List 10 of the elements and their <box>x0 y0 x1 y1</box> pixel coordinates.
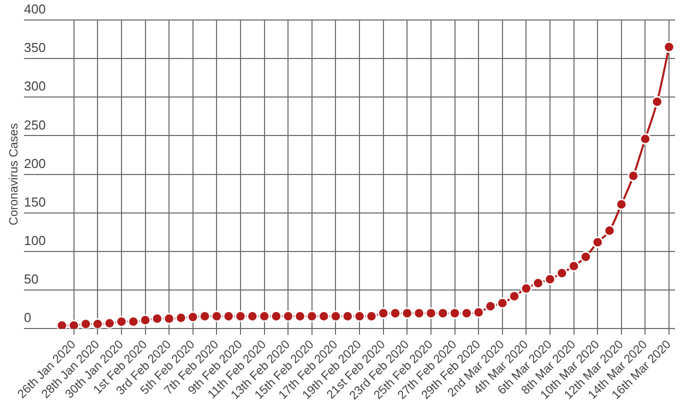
y-tick-label: 300 <box>24 78 46 94</box>
y-tick-label: 0 <box>24 310 32 326</box>
y-tick-label: 100 <box>24 233 46 248</box>
y-tick-label: 150 <box>24 194 46 210</box>
y-tick-label: 50 <box>24 272 38 287</box>
y-tick-label: 400 <box>24 2 46 17</box>
y-axis-title: Coronavirus Cases <box>6 123 20 226</box>
y-tick-label: 200 <box>24 156 46 171</box>
y-tick-label: 350 <box>24 40 46 56</box>
y-tick-label: 250 <box>24 117 46 132</box>
